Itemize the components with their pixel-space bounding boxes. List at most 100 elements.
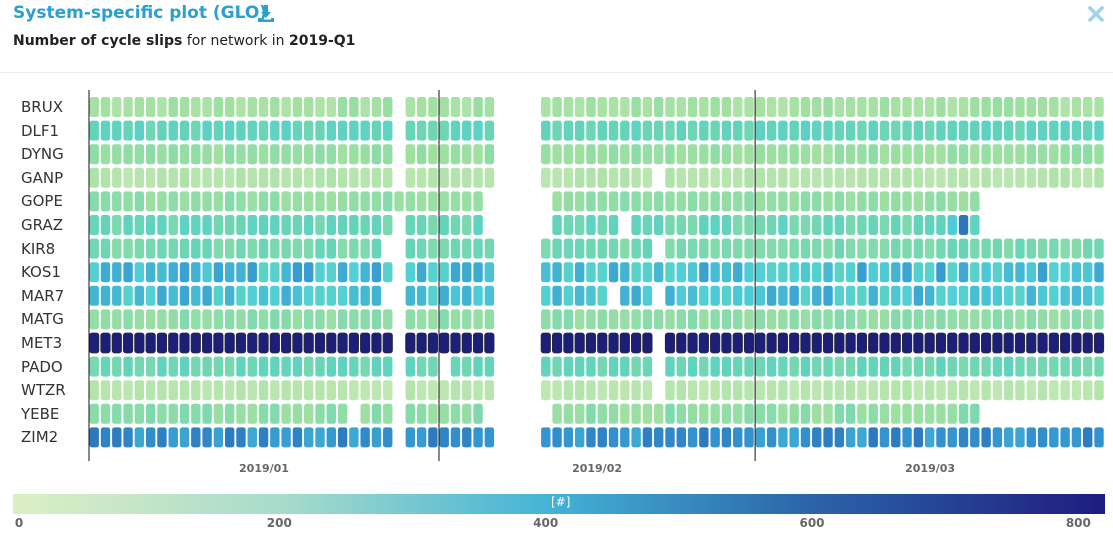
heatmap-cell[interactable] — [541, 285, 551, 306]
heatmap-cell[interactable] — [1071, 380, 1082, 401]
heatmap-cell[interactable] — [631, 332, 642, 354]
heatmap-cell[interactable] — [992, 380, 1003, 401]
heatmap-cell[interactable] — [224, 167, 235, 188]
heatmap-cell[interactable] — [676, 285, 686, 306]
heatmap-cell[interactable] — [766, 262, 777, 283]
heatmap-cell[interactable] — [1037, 238, 1048, 259]
heatmap-cell[interactable] — [687, 144, 698, 165]
heatmap-cell[interactable] — [472, 332, 484, 354]
heatmap-cell[interactable] — [789, 427, 799, 448]
heatmap-cell[interactable] — [733, 191, 743, 212]
heatmap-cell[interactable] — [258, 120, 269, 141]
heatmap-cell[interactable] — [123, 403, 133, 424]
heatmap-cell[interactable] — [134, 262, 145, 283]
heatmap-cell[interactable] — [383, 144, 393, 165]
heatmap-cell[interactable] — [619, 332, 630, 354]
heatmap-cell[interactable] — [541, 262, 551, 283]
heatmap-cell[interactable] — [123, 120, 133, 141]
heatmap-cell[interactable] — [913, 332, 924, 354]
heatmap-cell[interactable] — [642, 262, 653, 283]
heatmap-cell[interactable] — [970, 380, 980, 401]
heatmap-cell[interactable] — [281, 191, 291, 212]
heatmap-cell[interactable] — [981, 144, 991, 165]
heatmap-cell[interactable] — [800, 167, 811, 188]
heatmap-cell[interactable] — [541, 167, 551, 188]
heatmap-cell[interactable] — [654, 403, 664, 424]
heatmap-cell[interactable] — [258, 144, 269, 165]
heatmap-cell[interactable] — [676, 238, 686, 259]
heatmap-cell[interactable] — [642, 309, 653, 330]
heatmap-cell[interactable] — [744, 167, 754, 188]
heatmap-cell[interactable] — [935, 332, 947, 354]
heatmap-cell[interactable] — [383, 309, 393, 330]
heatmap-cell[interactable] — [258, 238, 269, 259]
heatmap-cell[interactable] — [439, 167, 449, 188]
heatmap-cell[interactable] — [586, 144, 596, 165]
heatmap-cell[interactable] — [800, 309, 811, 330]
heatmap-cell[interactable] — [247, 97, 257, 117]
heatmap-cell[interactable] — [958, 427, 969, 448]
heatmap-cell[interactable] — [766, 238, 777, 259]
heatmap-cell[interactable] — [224, 309, 235, 330]
heatmap-cell[interactable] — [800, 215, 811, 235]
heatmap-cell[interactable] — [484, 356, 495, 377]
heatmap-cell[interactable] — [473, 144, 483, 165]
heatmap-cell[interactable] — [732, 332, 743, 354]
heatmap-cell[interactable] — [1026, 97, 1036, 117]
heatmap-cell[interactable] — [664, 332, 676, 354]
heatmap-cell[interactable] — [541, 144, 551, 165]
heatmap-cell[interactable] — [744, 309, 754, 330]
heatmap-cell[interactable] — [913, 238, 924, 259]
heatmap-cell[interactable] — [789, 215, 799, 235]
heatmap-cell[interactable] — [247, 380, 257, 401]
heatmap-cell[interactable] — [360, 285, 370, 306]
heatmap-cell[interactable] — [157, 427, 167, 448]
heatmap-cell[interactable] — [258, 167, 269, 188]
heatmap-cell[interactable] — [721, 238, 732, 259]
heatmap-cell[interactable] — [270, 167, 280, 188]
heatmap-cell[interactable] — [360, 403, 370, 424]
heatmap-cell[interactable] — [868, 120, 878, 141]
heatmap-cell[interactable] — [371, 191, 382, 212]
heatmap-cell[interactable] — [845, 215, 856, 235]
heatmap-cell[interactable] — [608, 167, 619, 188]
heatmap-cell[interactable] — [371, 238, 382, 259]
heatmap-cell[interactable] — [326, 215, 336, 235]
heatmap-cell[interactable] — [778, 403, 788, 424]
heatmap-cell[interactable] — [981, 120, 991, 141]
heatmap-cell[interactable] — [258, 97, 269, 117]
heatmap-cell[interactable] — [236, 191, 246, 212]
heatmap-cell[interactable] — [1094, 238, 1104, 259]
heatmap-cell[interactable] — [100, 332, 111, 354]
heatmap-cell[interactable] — [970, 97, 980, 117]
heatmap-cell[interactable] — [552, 120, 562, 141]
heatmap-cell[interactable] — [303, 332, 314, 354]
heatmap-cell[interactable] — [586, 97, 596, 117]
heatmap-cell[interactable] — [665, 97, 675, 117]
heatmap-cell[interactable] — [687, 215, 698, 235]
heatmap-cell[interactable] — [100, 120, 111, 141]
heatmap-cell[interactable] — [100, 427, 111, 448]
heatmap-cell[interactable] — [304, 97, 314, 117]
heatmap-cell[interactable] — [563, 380, 574, 401]
heatmap-cell[interactable] — [247, 262, 257, 283]
heatmap-cell[interactable] — [800, 191, 811, 212]
heatmap-cell[interactable] — [857, 356, 867, 377]
heatmap-cell[interactable] — [157, 144, 167, 165]
heatmap-cell[interactable] — [1003, 332, 1014, 354]
heatmap-cell[interactable] — [100, 403, 111, 424]
heatmap-cell[interactable] — [247, 238, 257, 259]
heatmap-cell[interactable] — [1071, 309, 1082, 330]
heatmap-cell[interactable] — [1049, 238, 1059, 259]
heatmap-cell[interactable] — [947, 309, 957, 330]
heatmap-cell[interactable] — [236, 238, 246, 259]
heatmap-cell[interactable] — [1094, 97, 1104, 117]
heatmap-cell[interactable] — [213, 309, 224, 330]
heatmap-cell[interactable] — [89, 285, 99, 306]
heatmap-cell[interactable] — [891, 309, 901, 330]
download-icon[interactable] — [257, 4, 275, 24]
heatmap-cell[interactable] — [315, 356, 325, 377]
heatmap-cell[interactable] — [902, 167, 912, 188]
heatmap-cell[interactable] — [462, 380, 472, 401]
heatmap-cell[interactable] — [936, 380, 946, 401]
